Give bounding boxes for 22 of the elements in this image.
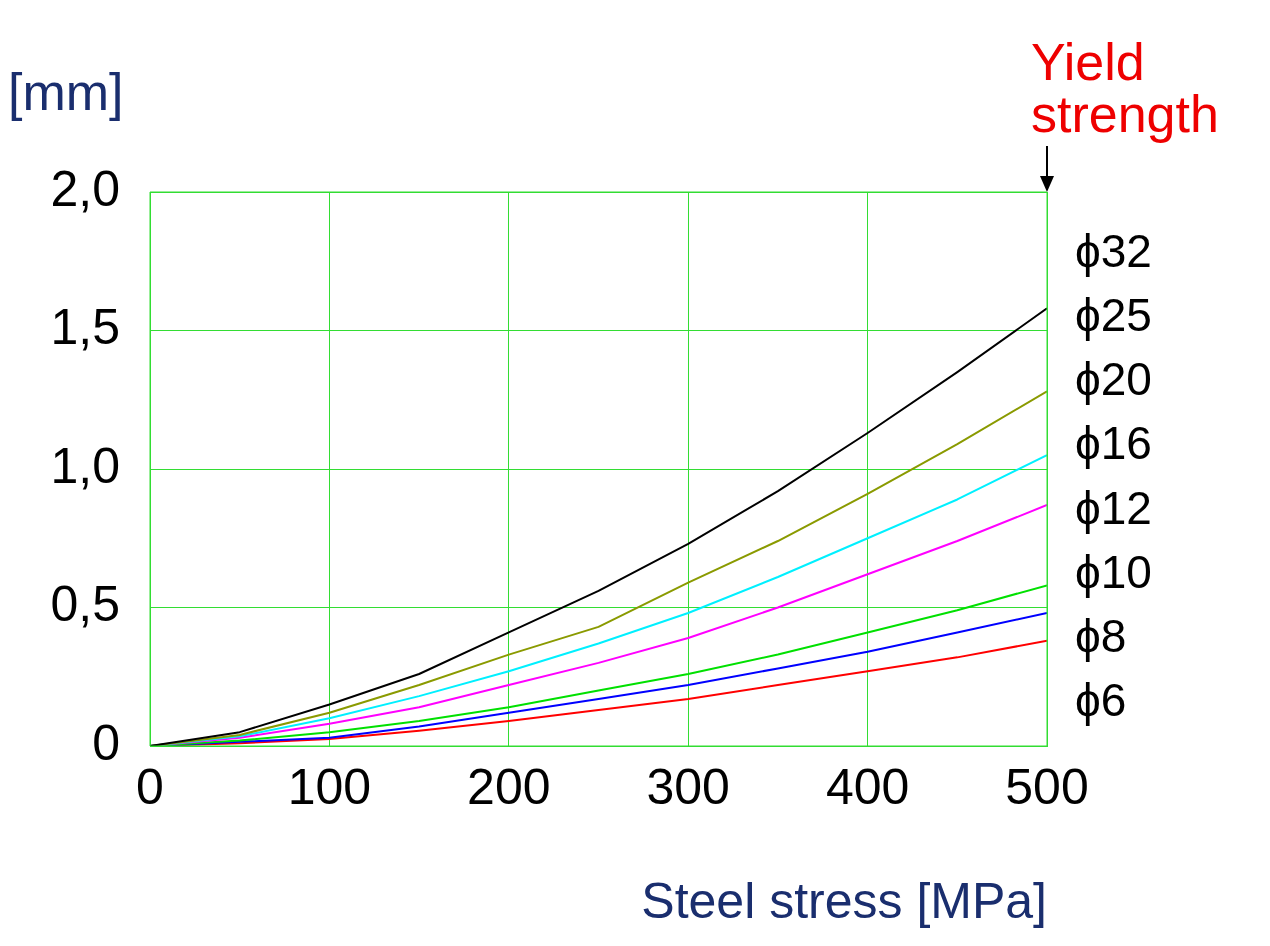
y-tick-label: 2,0 [50,160,120,217]
text: ϕ10 [1075,545,1152,598]
text: ϕ8 [1075,610,1127,663]
x-tick-label: 100 [287,758,372,815]
x-axis-title: Steel stress [MPa] [641,872,1047,929]
y-tick-label: 0,5 [50,576,120,633]
x-tick-label: 0 [136,758,164,815]
x-tick-label: 500 [1005,758,1089,815]
x-tick-label: 200 [467,758,551,815]
text: ϕ32 [1075,224,1152,277]
text: ϕ16 [1075,417,1152,470]
text: ϕ25 [1075,288,1152,341]
text: Yield strength [1031,33,1219,143]
text: ϕ20 [1075,353,1152,406]
text: ϕ12 [1075,481,1152,534]
y-tick-label: 1,5 [50,299,120,356]
x-tick-label: 300 [646,758,730,815]
y-tick-label: 0 [92,714,120,771]
y-axis-title: [mm] [8,63,124,122]
x-tick-label: 400 [825,758,910,815]
y-tick-label: 1,0 [50,437,120,494]
text: ϕ6 [1075,674,1127,727]
